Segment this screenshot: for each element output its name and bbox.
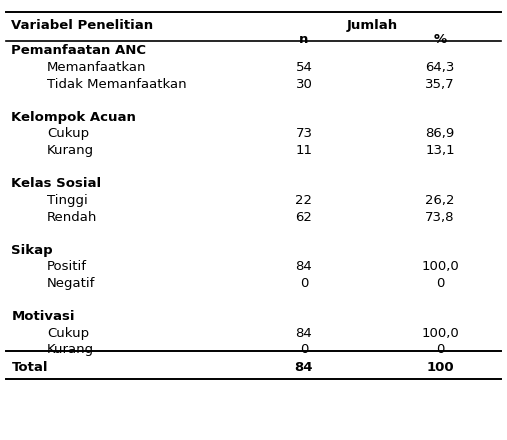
Text: Tinggi: Tinggi xyxy=(47,194,88,207)
Text: 64,3: 64,3 xyxy=(425,61,455,74)
Text: 26,2: 26,2 xyxy=(425,194,455,207)
Text: 0: 0 xyxy=(300,344,308,356)
Text: Negatif: Negatif xyxy=(47,277,95,290)
Text: Rendah: Rendah xyxy=(47,210,97,224)
Text: 0: 0 xyxy=(300,277,308,290)
Text: Cukup: Cukup xyxy=(47,128,89,140)
Text: Total: Total xyxy=(12,361,48,374)
Text: n: n xyxy=(299,33,309,46)
Text: Kelompok Acuan: Kelompok Acuan xyxy=(12,111,136,124)
Text: 35,7: 35,7 xyxy=(425,77,455,91)
Text: 86,9: 86,9 xyxy=(425,128,455,140)
Text: 0: 0 xyxy=(436,344,444,356)
Text: Motivasi: Motivasi xyxy=(12,310,75,323)
Text: 22: 22 xyxy=(296,194,312,207)
Text: Cukup: Cukup xyxy=(47,327,89,340)
Text: 84: 84 xyxy=(296,327,312,340)
Text: Kurang: Kurang xyxy=(47,144,94,157)
Text: 0: 0 xyxy=(436,277,444,290)
Text: 100,0: 100,0 xyxy=(421,260,459,273)
Text: Positif: Positif xyxy=(47,260,87,273)
Text: Pemanfaatan ANC: Pemanfaatan ANC xyxy=(12,44,147,57)
Text: %: % xyxy=(433,33,447,46)
Text: Kurang: Kurang xyxy=(47,344,94,356)
Text: Sikap: Sikap xyxy=(12,244,53,257)
Text: Jumlah: Jumlah xyxy=(346,19,397,32)
Text: 30: 30 xyxy=(296,77,312,91)
Text: Variabel Penelitian: Variabel Penelitian xyxy=(12,19,154,32)
Text: 84: 84 xyxy=(296,260,312,273)
Text: 84: 84 xyxy=(295,361,313,374)
Text: 13,1: 13,1 xyxy=(425,144,455,157)
Text: 73,8: 73,8 xyxy=(425,210,455,224)
Text: 62: 62 xyxy=(296,210,312,224)
Text: Tidak Memanfaatkan: Tidak Memanfaatkan xyxy=(47,77,187,91)
Text: 73: 73 xyxy=(296,128,312,140)
Text: 11: 11 xyxy=(296,144,312,157)
Text: 54: 54 xyxy=(296,61,312,74)
Text: 100: 100 xyxy=(426,361,454,374)
Text: Memanfaatkan: Memanfaatkan xyxy=(47,61,146,74)
Text: 100,0: 100,0 xyxy=(421,327,459,340)
Text: Kelas Sosial: Kelas Sosial xyxy=(12,177,101,190)
